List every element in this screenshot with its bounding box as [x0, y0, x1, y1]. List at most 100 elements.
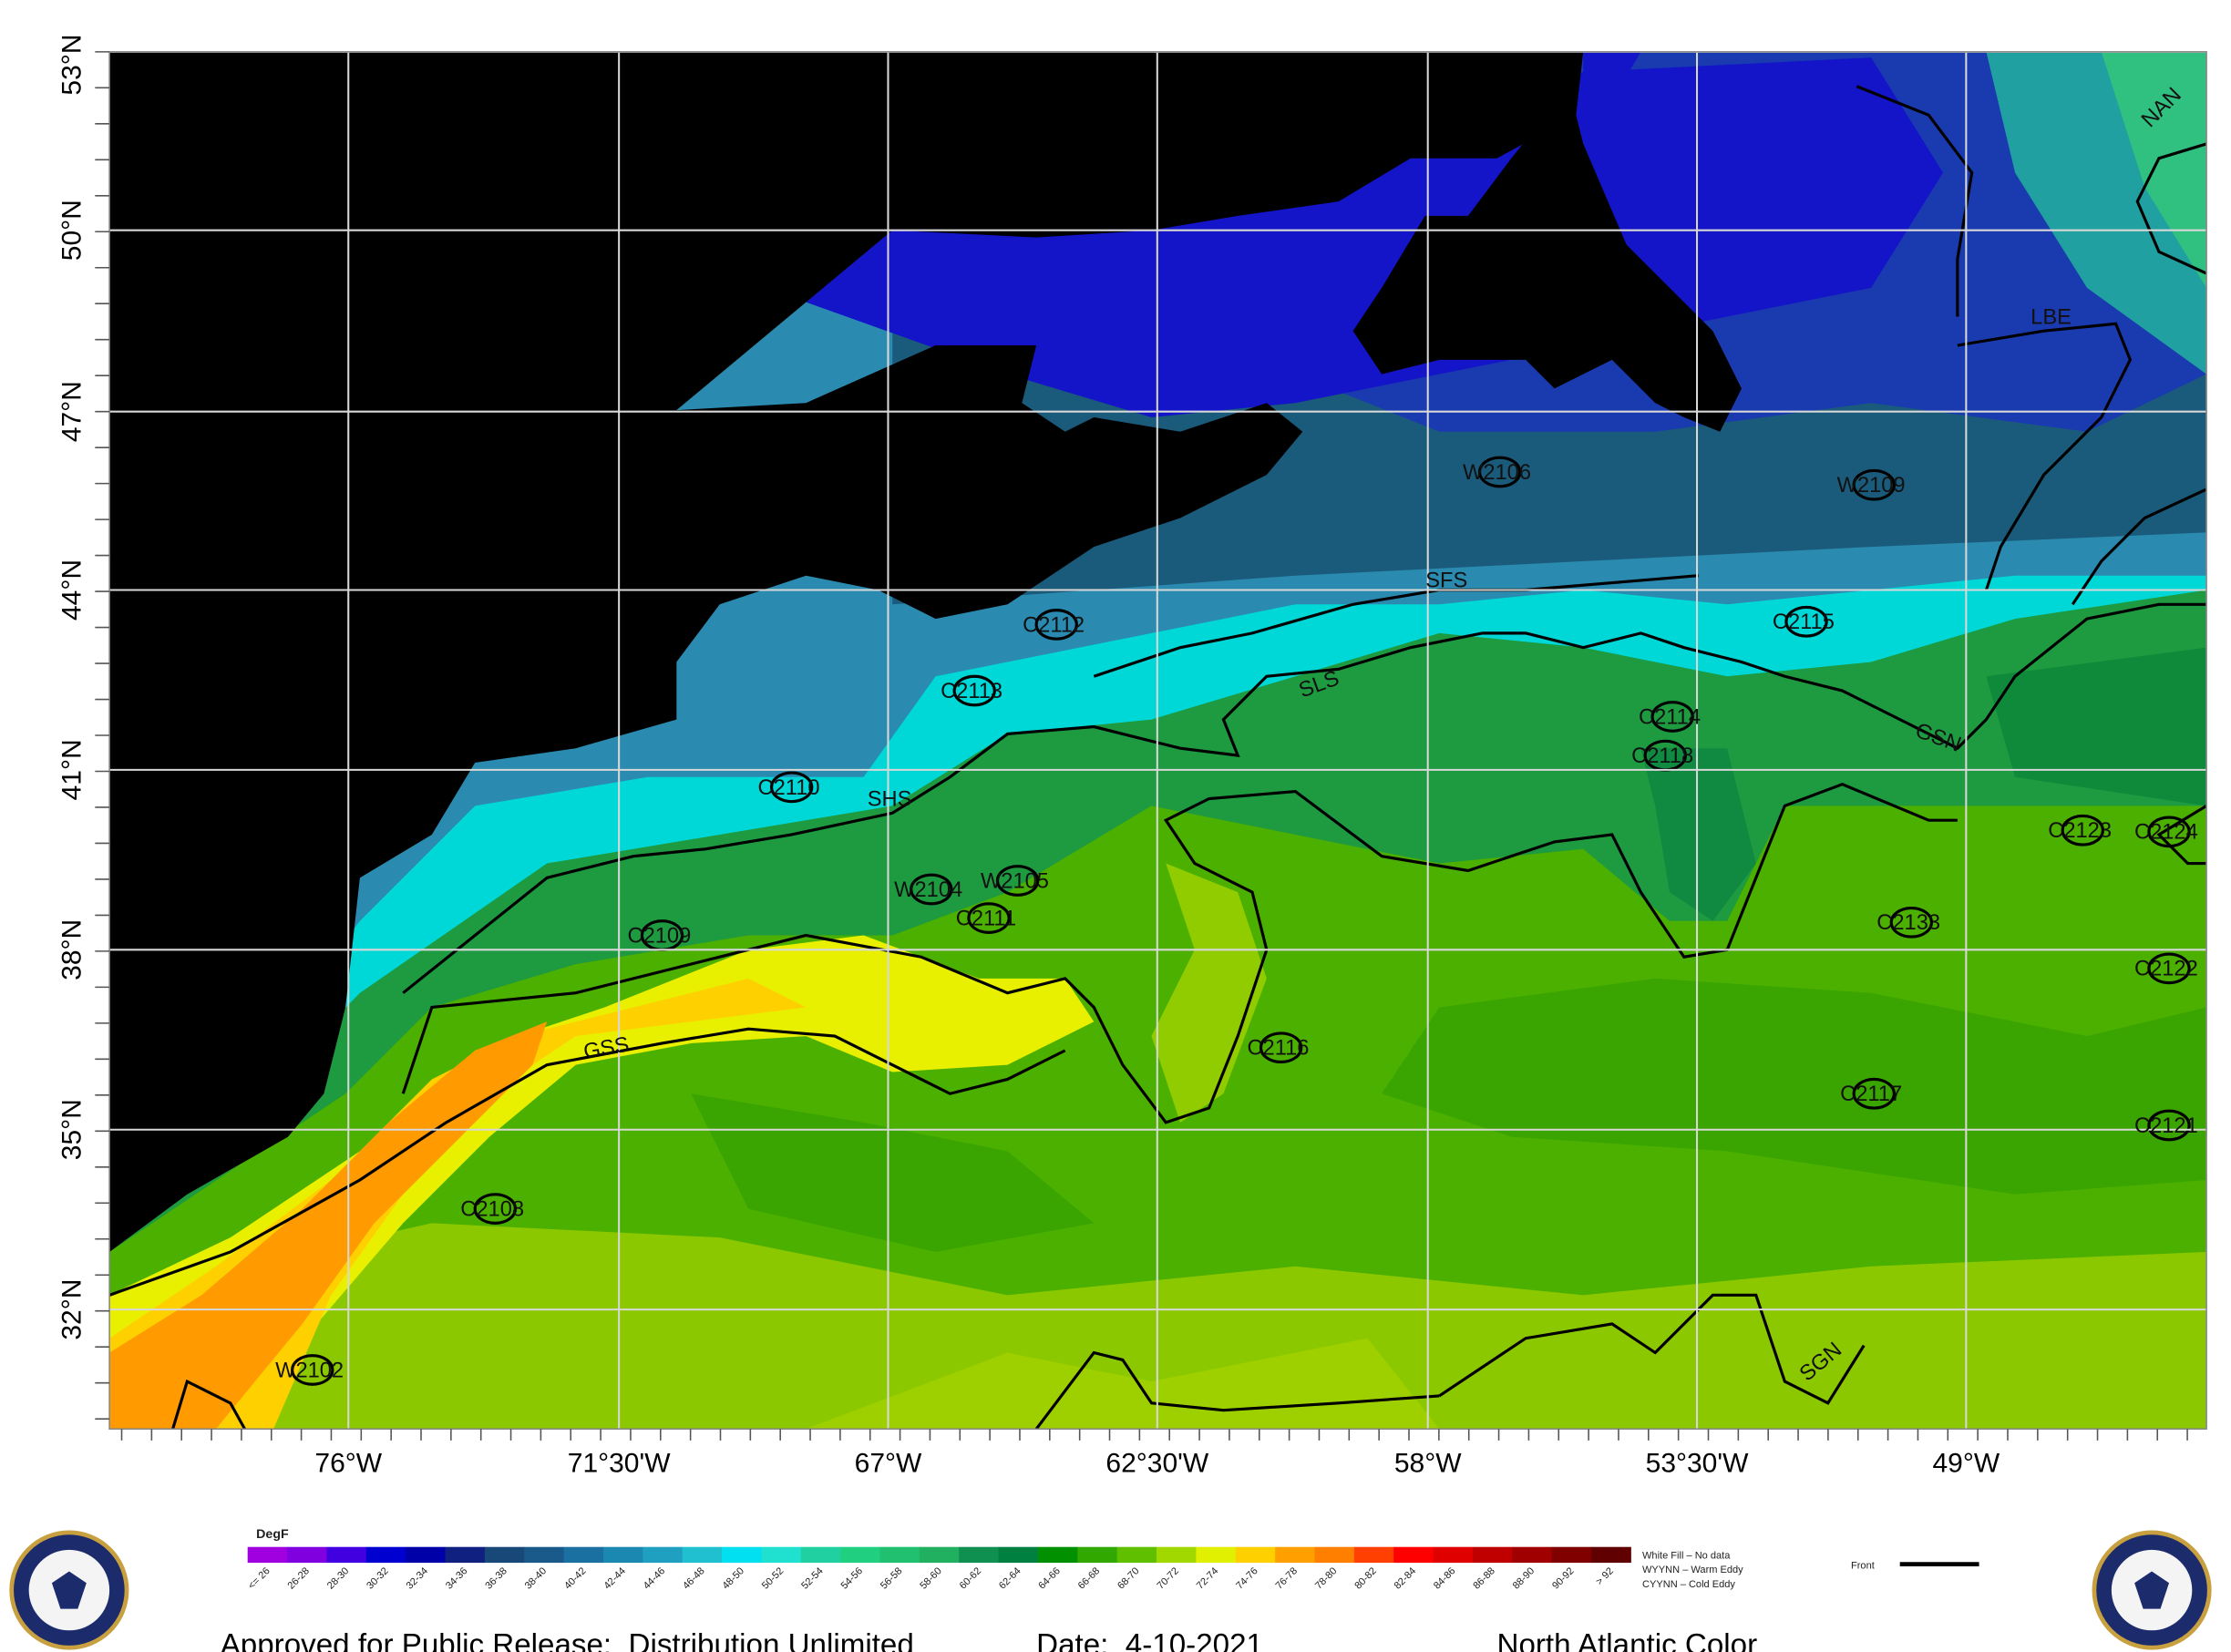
legend-bin-label: 36-38	[483, 1565, 509, 1591]
lon-label: 71°30'W	[568, 1449, 671, 1479]
front-line	[1034, 1350, 1440, 1430]
legend-bin-label: 46-48	[681, 1565, 706, 1591]
legend-swatch	[1314, 1546, 1355, 1564]
legend-swatch	[602, 1546, 643, 1564]
eddy-label: C2114	[1639, 705, 1701, 729]
legend-bin-label: 48-50	[721, 1565, 746, 1591]
eddy-ring	[2147, 816, 2191, 848]
eddy-label: W2102	[275, 1359, 344, 1382]
legend-bin-label: 40-42	[562, 1565, 588, 1591]
eddy-label: W2104	[894, 878, 962, 902]
lat-label: 44°N	[57, 559, 87, 621]
legend-swatch	[643, 1546, 684, 1564]
legend-note: CYYNN – Cold Eddy	[1642, 1579, 1735, 1590]
legend-bin-label: 54-56	[839, 1565, 865, 1591]
labrador-top	[1583, 51, 1641, 130]
legend-swatch	[1157, 1546, 1197, 1564]
legend-swatch	[1551, 1546, 1592, 1564]
eddy-ring	[995, 865, 1040, 897]
front-line	[2135, 142, 2207, 275]
front-line	[1438, 1293, 1866, 1405]
legend-swatch	[722, 1546, 762, 1564]
legend-bin-label: 34-36	[444, 1565, 469, 1591]
eddy-ring	[2061, 814, 2104, 847]
front-label: LBE	[2031, 305, 2072, 329]
legend-bin-label: 38-40	[523, 1565, 549, 1591]
legend-bin-label: 80-82	[1352, 1565, 1378, 1591]
eddy-ring	[1852, 1077, 1896, 1110]
front-line	[171, 1379, 246, 1430]
legend-swatch	[919, 1546, 960, 1564]
lon-label: 58°W	[1394, 1449, 1462, 1479]
legend-bin-label: 78-80	[1313, 1565, 1339, 1591]
legend-swatch	[1077, 1546, 1118, 1564]
lat-label: 41°N	[57, 739, 87, 800]
eddy-label: C2110	[758, 776, 820, 800]
lon-label: 53°30'W	[1646, 1449, 1749, 1479]
map-frame	[108, 51, 2207, 1431]
fronts	[109, 85, 2207, 1430]
legend-bin-label: 70-72	[1156, 1565, 1181, 1591]
legend-bin-label: 74-76	[1234, 1565, 1259, 1591]
cool-patch	[691, 1093, 1095, 1252]
legend-swatch	[1393, 1546, 1434, 1564]
eddy-label: C2124	[2134, 821, 2198, 845]
eddy-label: C2112	[1023, 613, 1085, 637]
eddy-label: W2109	[1837, 474, 1906, 498]
legend-swatch	[761, 1546, 802, 1564]
legend-swatch	[1235, 1546, 1276, 1564]
legend-bin-label: 64-66	[1036, 1565, 1062, 1591]
eddy-ring	[1477, 456, 1522, 488]
eddy-ring	[967, 902, 1011, 934]
eddy-label: W2106	[1463, 461, 1531, 485]
front-line	[1856, 85, 1974, 317]
legend-swatch	[998, 1546, 1039, 1564]
legend-swatch	[1353, 1546, 1394, 1564]
eddy-ring	[1034, 609, 1078, 641]
legend-swatch	[1037, 1546, 1078, 1564]
eddy-ring	[769, 771, 814, 804]
eddy-label: C2108	[460, 1197, 524, 1221]
front-line	[1093, 574, 1699, 678]
product-name: North Atlantic Color	[1497, 1628, 1758, 1652]
eddy-label: C2117	[1840, 1083, 1902, 1106]
eddy-label: C2113	[941, 680, 1002, 703]
axes: 53°N 50°N 47°N 44°N 41°N 38°N 35°N 32°N 76°W 71°3…	[57, 35, 2188, 1479]
eddy-ring	[1259, 1031, 1303, 1064]
eddy-ring	[952, 674, 996, 707]
newfoundland	[1352, 86, 1742, 432]
legend-swatch	[840, 1546, 880, 1564]
front-line	[2071, 487, 2207, 606]
slope-water-dark	[1640, 748, 1756, 921]
eddy-ring	[910, 873, 953, 906]
eddy-label: C2122	[2134, 958, 2198, 981]
legend-bin-label: 90-92	[1550, 1565, 1576, 1591]
legend-swatch	[1591, 1546, 1631, 1564]
legend-bin-label: 76-78	[1274, 1565, 1300, 1591]
lat-label: 53°N	[57, 35, 87, 96]
logo-right	[2092, 1530, 2212, 1650]
eddy-ring	[2147, 1109, 2191, 1142]
front-line	[1957, 322, 2133, 590]
legend: DegF <= 26 26-28 28-30 30-32 32-34 34-36 36-38…	[246, 1527, 1979, 1592]
legend-note: White Fill – No data	[1642, 1550, 1731, 1561]
eddy-label: C2116	[1247, 1037, 1309, 1061]
legend-bin-label: > 92	[1594, 1565, 1616, 1587]
legend-swatch	[1472, 1546, 1513, 1564]
front-line	[401, 783, 1958, 1124]
legend-bin-label: 66-68	[1076, 1565, 1102, 1591]
legend-bin-label: 32-34	[405, 1565, 430, 1591]
legend-swatch	[365, 1546, 406, 1564]
legend-swatch	[445, 1546, 486, 1564]
eddy-ring	[291, 1354, 334, 1386]
eddy-ring	[1889, 906, 1934, 939]
eddy-ring	[473, 1193, 518, 1225]
legend-swatch	[326, 1546, 367, 1564]
legend-swatch	[959, 1546, 1000, 1564]
lat-label: 38°N	[57, 919, 87, 980]
lon-label: 76°W	[314, 1449, 382, 1479]
legend-swatch	[563, 1546, 604, 1564]
legend-note: WYYNN – Warm Eddy	[1642, 1565, 1743, 1575]
